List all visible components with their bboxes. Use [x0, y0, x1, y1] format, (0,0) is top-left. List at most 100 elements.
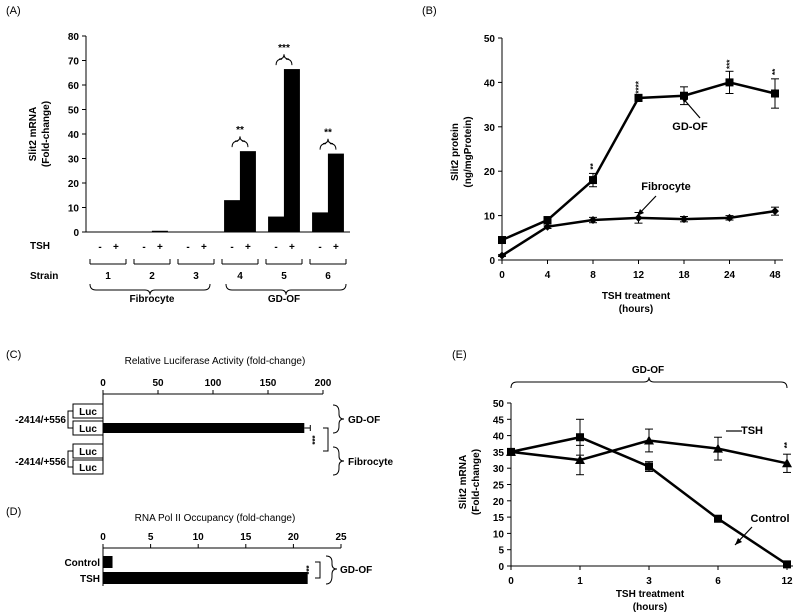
bar: [151, 230, 168, 232]
tsh-sign: -: [274, 242, 277, 253]
data-point: [543, 216, 552, 225]
y-tick-label: 20: [493, 497, 505, 508]
y-tick-label: 0: [498, 562, 504, 573]
bar: [239, 151, 256, 232]
y-tick-label: 60: [68, 81, 80, 92]
data-point: [498, 251, 506, 260]
significance-brace: [231, 136, 249, 148]
series-label: Control: [750, 513, 789, 525]
bar: [103, 423, 305, 433]
x-tick-label: 0: [100, 378, 106, 389]
x-tick-label: 50: [152, 378, 164, 389]
y-tick-label: 30: [68, 155, 80, 166]
y-tick-label: 40: [68, 130, 80, 141]
strain-label: 4: [237, 271, 243, 282]
data-point: [783, 560, 791, 569]
tsh-row-label: TSH: [30, 241, 50, 252]
y-tick-label: 45: [493, 415, 505, 426]
data-point: [771, 207, 779, 216]
panel-e-label: (E): [452, 349, 467, 361]
data-point: [589, 216, 597, 225]
x-tick-label: 6: [715, 576, 721, 587]
significance-bracket: [323, 427, 329, 452]
x-tick-label: 4: [545, 270, 551, 281]
y-tick-label: 10: [68, 204, 80, 215]
y-tick-label: 5: [498, 546, 504, 557]
strain-label: 2: [149, 271, 155, 282]
x-tick-label: 150: [260, 378, 277, 389]
strain-label: 5: [281, 271, 287, 282]
tsh-sign: +: [157, 242, 163, 253]
y-tick-label: 40: [493, 432, 505, 443]
x-tick-label: 25: [335, 532, 347, 543]
group-bracket: [332, 446, 345, 476]
data-point: [680, 91, 688, 100]
tsh-sign: -: [186, 242, 189, 253]
data-point: [634, 93, 643, 102]
group-label: GD-OF: [340, 565, 372, 576]
reporter-label: Luc: [79, 424, 97, 435]
data-point: [644, 435, 654, 445]
y-tick-label: 30: [493, 464, 505, 475]
data-point: [782, 458, 792, 468]
panel-e-chart: GD-OF 0 5 10 15 20 25 30 35 40 45 50 0 1 3 6 12 Slit2 mRN…: [458, 365, 793, 613]
chart-title: RNA Pol II Occupancy (fold-change): [135, 513, 296, 524]
y-axis-label: Slit2 protein: [450, 123, 461, 181]
data-point: [543, 222, 552, 231]
y-axis-label: (Fold-change): [41, 101, 52, 167]
x-tick-label: 0: [499, 270, 505, 281]
data-point: [589, 176, 597, 185]
y-axis-label: Slit2 mRNA: [28, 107, 39, 161]
data-point: [714, 514, 722, 523]
significance-mark: ***: [278, 43, 290, 54]
data-point: [645, 462, 653, 471]
significance-mark: ***: [726, 59, 735, 69]
construct-label: -2414/+556: [15, 415, 66, 426]
reporter-label: Luc: [79, 447, 97, 458]
data-point: [507, 447, 515, 456]
tsh-sign: -: [230, 242, 233, 253]
x-tick-label: 48: [769, 270, 781, 281]
chart-title: GD-OF: [632, 365, 664, 376]
panel-c-label: (C): [6, 349, 21, 361]
group-bracket: [332, 404, 345, 434]
tsh-sign: +: [201, 242, 207, 253]
bar: [327, 153, 344, 232]
tsh-sign: +: [333, 242, 339, 253]
panel-a-label: (A): [6, 5, 21, 17]
series-label-arrowhead: [637, 209, 644, 216]
tsh-sign: -: [98, 242, 101, 253]
x-tick-label: 24: [724, 270, 736, 281]
data-point: [713, 443, 723, 453]
significance-brace: [275, 54, 293, 66]
y-tick-label: 10: [493, 529, 505, 540]
strain-label: 6: [325, 271, 331, 282]
panel-a-chart: 0 10 20 30 40 50 60 70 80 Slit2 mRNA (Fold-change)…: [28, 32, 350, 305]
tsh-sign: -: [318, 242, 321, 253]
y-tick-label: 70: [68, 57, 80, 68]
group-brace: [89, 283, 211, 295]
tsh-sign: -: [142, 242, 145, 253]
y-tick-label: 30: [484, 123, 496, 134]
x-tick-label: 0: [508, 576, 514, 587]
significance-mark: ***: [311, 434, 320, 444]
group-bracket: [325, 555, 338, 585]
x-tick-label: 3: [646, 576, 652, 587]
x-tick-label: 20: [288, 532, 300, 543]
data-point: [680, 215, 688, 224]
bar: [103, 556, 113, 568]
data-point: [498, 236, 506, 245]
construct-label: -2414/+556: [15, 457, 66, 468]
group-label: Fibrocyte: [129, 294, 174, 305]
y-tick-label: 0: [489, 256, 495, 267]
category-label: TSH: [80, 574, 100, 585]
group-label: GD-OF: [348, 415, 380, 426]
y-tick-label: 50: [493, 399, 505, 410]
y-tick-label: 15: [493, 513, 505, 524]
data-point: [634, 213, 643, 222]
bar: [224, 200, 241, 232]
significance-mark: ***: [305, 564, 314, 574]
bar: [268, 216, 285, 232]
chart-title: Relative Luciferase Activity (fold-chang…: [125, 356, 306, 367]
bar: [283, 69, 300, 232]
